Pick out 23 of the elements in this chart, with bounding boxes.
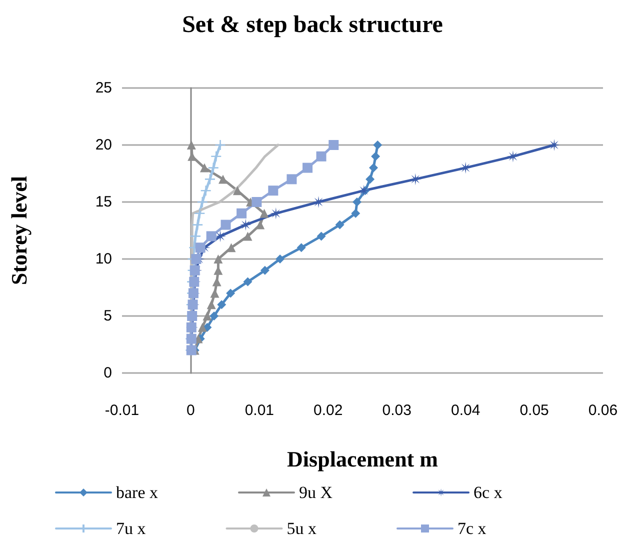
- x-tick-label: 0.05: [520, 402, 549, 419]
- x-tick-label: 0.06: [588, 402, 618, 419]
- x-tick-label: -0.01: [104, 402, 140, 419]
- y-tick-label: 10: [95, 250, 112, 268]
- y-tick-label: 20: [95, 136, 112, 154]
- legend-label: bare x: [116, 483, 158, 502]
- x-tick-label: 0.02: [314, 402, 343, 419]
- y-tick-label: 0: [104, 364, 112, 382]
- y-tick-label: 15: [95, 194, 112, 210]
- legend-label: 5u x: [286, 519, 317, 538]
- legend-label: 7c x: [458, 519, 487, 538]
- legend-label: 9u X: [299, 483, 333, 502]
- chart-title: Set & step back structure: [182, 12, 444, 38]
- y-tick-label: 25: [95, 80, 112, 96]
- y-tick-label: 5: [104, 308, 112, 324]
- x-tick-label: 0.04: [450, 402, 480, 419]
- y-axis-title: Storey level: [6, 176, 32, 285]
- x-tick-label: 0: [186, 402, 195, 419]
- legend-label: 6c x: [474, 483, 503, 502]
- x-axis-title: Displacement m: [287, 446, 438, 472]
- x-tick-label: 0.03: [382, 402, 412, 419]
- legend-label: 7u x: [116, 519, 146, 538]
- x-tick-label: 0.01: [244, 402, 274, 419]
